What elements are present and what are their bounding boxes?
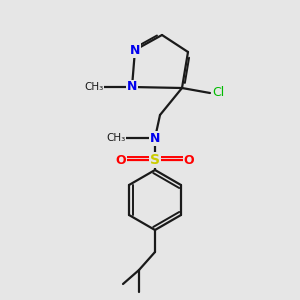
Text: Cl: Cl [212, 86, 224, 100]
Text: S: S [150, 153, 160, 167]
Text: N: N [127, 80, 137, 94]
Text: O: O [116, 154, 126, 166]
Text: N: N [130, 44, 140, 56]
Text: N: N [150, 131, 160, 145]
Text: CH₃: CH₃ [106, 133, 126, 143]
Text: CH₃: CH₃ [84, 82, 104, 92]
Text: O: O [184, 154, 194, 166]
